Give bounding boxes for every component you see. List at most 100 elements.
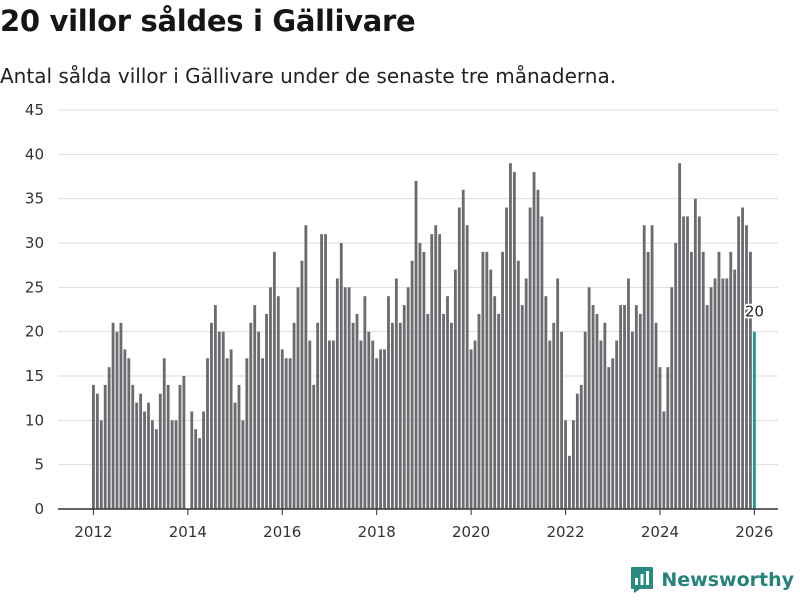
bar	[269, 287, 272, 509]
bar	[119, 322, 123, 509]
y-tick-label: 5	[34, 456, 44, 474]
bar	[371, 340, 375, 509]
x-tick-label: 2016	[263, 523, 301, 541]
bar	[398, 322, 402, 509]
bar	[272, 251, 276, 509]
bar	[512, 172, 516, 510]
bar	[461, 189, 465, 510]
bar	[552, 322, 556, 509]
bar	[127, 358, 131, 509]
bar	[638, 313, 642, 509]
bar	[402, 305, 406, 509]
bar	[595, 313, 599, 509]
bar	[300, 260, 304, 509]
bar	[481, 251, 485, 509]
bar	[745, 225, 748, 509]
bar	[493, 296, 497, 509]
bar	[280, 349, 284, 509]
bar	[115, 331, 119, 509]
page-title: 20 villor såldes i Gällivare	[0, 4, 416, 38]
bar	[261, 358, 264, 509]
newsworthy-brand[interactable]: Newsworthy	[630, 566, 794, 594]
bar	[355, 313, 359, 509]
bar	[579, 384, 583, 509]
bar	[296, 287, 300, 509]
gridlines	[58, 109, 778, 466]
x-axis-ticks: 2012 2014 2016 2018 2020 2022 2024 2026	[74, 509, 773, 541]
bar	[324, 234, 327, 509]
y-tick-label: 45	[25, 101, 44, 119]
bar	[166, 384, 170, 509]
bar	[328, 340, 331, 509]
bar	[564, 420, 567, 509]
bar	[194, 429, 198, 509]
bar	[682, 216, 685, 509]
bar	[497, 313, 501, 509]
bar	[501, 251, 504, 509]
bar	[147, 402, 150, 509]
bar	[532, 172, 536, 510]
bar	[135, 402, 139, 509]
bar	[607, 367, 611, 509]
bar	[646, 251, 650, 509]
bar	[390, 322, 394, 509]
bars	[91, 163, 756, 510]
bar	[387, 296, 390, 509]
bar	[198, 438, 202, 509]
bar	[111, 322, 115, 509]
y-tick-label: 40	[25, 145, 44, 163]
bar	[347, 287, 351, 509]
y-axis-ticks: 0 5 10 15 20 25 30 35 40 45	[25, 101, 44, 518]
bar	[634, 305, 638, 509]
bar	[627, 278, 630, 509]
bar	[359, 340, 363, 509]
bar	[650, 225, 654, 509]
bar	[721, 278, 725, 509]
bar	[540, 216, 544, 509]
bar	[725, 278, 729, 509]
bar	[202, 411, 205, 509]
bar	[245, 358, 249, 509]
bar	[257, 331, 261, 509]
bar	[221, 331, 225, 509]
bar	[394, 278, 398, 509]
bar	[292, 322, 296, 509]
bar	[335, 278, 339, 509]
bar	[339, 243, 343, 509]
bar	[654, 322, 658, 509]
bar	[536, 189, 540, 510]
bar	[312, 384, 316, 509]
bar	[304, 225, 308, 509]
bar	[379, 349, 383, 509]
bar	[217, 331, 221, 509]
bar	[733, 269, 737, 509]
bar	[642, 225, 646, 509]
bar	[343, 287, 347, 509]
bar-latest	[752, 331, 756, 509]
bar	[457, 207, 461, 510]
bar	[170, 420, 174, 509]
bar	[213, 305, 217, 509]
x-tick-label: 2024	[641, 523, 679, 541]
bar	[686, 216, 689, 509]
bar	[611, 358, 615, 509]
bar	[308, 340, 312, 509]
bar	[95, 393, 99, 509]
bar	[139, 393, 143, 509]
bar	[697, 216, 701, 509]
bar	[225, 358, 229, 509]
bar	[717, 251, 721, 509]
bar	[375, 358, 379, 509]
bar	[151, 420, 154, 509]
bar	[320, 234, 324, 509]
bar	[630, 331, 634, 509]
bar	[367, 331, 371, 509]
page-subtitle: Antal sålda villor i Gällivare under de …	[0, 64, 617, 88]
x-tick-label: 2012	[74, 523, 112, 541]
bar	[442, 313, 445, 509]
x-tick-label: 2022	[546, 523, 584, 541]
bar	[544, 296, 548, 509]
bar	[453, 269, 457, 509]
bar	[446, 296, 449, 509]
